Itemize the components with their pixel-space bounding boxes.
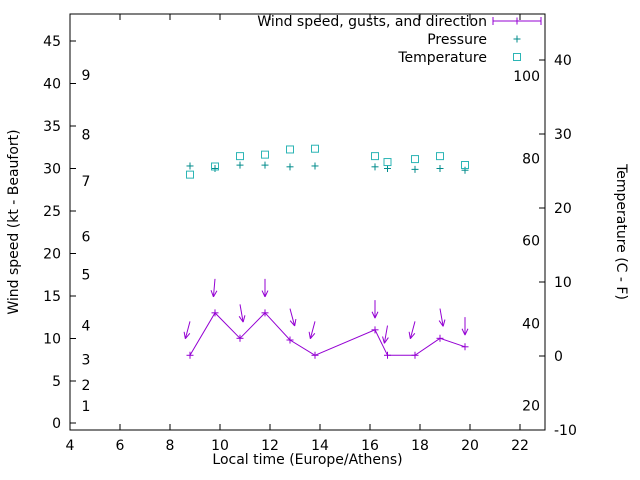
x-tick-label: 12	[261, 438, 279, 454]
y-right-tick-label: 40	[554, 53, 572, 69]
beaufort-tick-label: 9	[82, 68, 91, 84]
x-tick-label: 8	[166, 438, 175, 454]
wind-direction-arrow	[238, 304, 246, 323]
beaufort-tick-label: 4	[82, 319, 91, 335]
wind-direction-arrow	[461, 317, 469, 336]
temperature-point	[461, 161, 469, 170]
temperature-point	[371, 152, 379, 161]
wind-direction-arrow	[382, 325, 389, 344]
y-left-tick-label: 15	[43, 289, 61, 305]
wind-direction-arrow	[183, 321, 191, 340]
fahrenheit-tick-label: 100	[513, 69, 540, 85]
x-tick-label: 10	[211, 438, 229, 454]
y-left-tick-label: 40	[43, 77, 61, 93]
wind-speed-line	[189, 312, 466, 356]
x-tick-label: 16	[361, 438, 379, 454]
legend-sample-plus	[513, 35, 521, 43]
temperature-point	[186, 170, 194, 179]
tick-labels: 4 6 8 10 12 14 16 18 20 22051015202530354045-1001…	[43, 34, 577, 454]
y-right-tick-label: 30	[554, 127, 572, 143]
temperature-point	[383, 158, 392, 167]
beaufort-tick-label: 7	[82, 174, 91, 190]
beaufort-tick-label: 6	[82, 229, 91, 245]
beaufort-tick-label: 3	[82, 353, 91, 369]
beaufort-tick-label: 1	[82, 399, 91, 415]
series-wind-gusts-direction	[183, 278, 469, 344]
wind-direction-arrow	[438, 308, 446, 327]
series-pressure	[186, 161, 469, 174]
legend-sample-open-square	[513, 53, 521, 61]
wind-direction-arrow	[371, 300, 379, 319]
y-left-tick-label: 20	[43, 246, 61, 262]
y-left-tick-label: 0	[52, 416, 61, 432]
beaufort-tick-label: 5	[82, 268, 91, 284]
fahrenheit-tick-label: 80	[522, 151, 540, 167]
x-tick-label: 20	[461, 438, 479, 454]
wind-direction-arrow	[210, 278, 218, 298]
fahrenheit-tick-label: 20	[522, 399, 540, 415]
legend-sample-errorline-plus	[492, 17, 542, 25]
series-temperature	[186, 144, 469, 179]
temperature-point	[311, 144, 319, 153]
y-left-tick-label: 5	[52, 374, 61, 390]
fahrenheit-tick-label: 40	[522, 316, 540, 332]
y-right-tick-label: -10	[554, 423, 577, 439]
x-tick-label: 6	[116, 438, 125, 454]
x-tick-label: 14	[311, 438, 329, 454]
legend-label: Pressure	[427, 32, 487, 48]
beaufort-tick-label: 8	[82, 128, 91, 144]
wind-direction-arrow	[308, 321, 316, 340]
y-axis-label: Wind speed (kt - Beaufort)	[6, 129, 22, 315]
y-right-tick-label: 20	[554, 201, 572, 217]
series-wind-speed	[186, 309, 469, 359]
legend-label: Temperature	[397, 50, 487, 66]
x-axis-label: Local time (Europe/Athens)	[212, 452, 403, 468]
axes	[69, 13, 546, 431]
y2-axis-label: Temperature (C - F)	[613, 164, 629, 300]
y-left-tick-label: 30	[43, 162, 61, 178]
wind-direction-arrow	[289, 308, 297, 327]
y-left-tick-label: 10	[43, 331, 61, 347]
x-tick-label: 22	[511, 438, 529, 454]
y-left-tick-label: 35	[43, 119, 61, 135]
legend-label: Wind speed, gusts, and direction	[257, 14, 487, 30]
x-tick-label: 18	[411, 438, 429, 454]
x-tick-label: 4	[66, 438, 75, 454]
temperature-point	[261, 150, 269, 159]
temperature-point	[286, 145, 294, 154]
temperature-point	[411, 155, 419, 164]
wind-direction-arrow	[261, 278, 269, 298]
y-left-tick-label: 45	[43, 34, 61, 50]
temperature-point	[236, 152, 244, 161]
y-right-tick-label: 10	[554, 275, 572, 291]
y-right-tick-label: 0	[554, 349, 563, 365]
wind-direction-arrow	[408, 321, 416, 340]
y-left-tick-label: 25	[43, 204, 61, 220]
temperature-point	[436, 152, 444, 161]
beaufort-tick-label: 2	[82, 378, 91, 394]
fahrenheit-tick-label: 60	[522, 234, 540, 250]
temperature-point	[211, 162, 219, 171]
legend: Wind speed, gusts, and direction Pressure…	[257, 14, 542, 66]
